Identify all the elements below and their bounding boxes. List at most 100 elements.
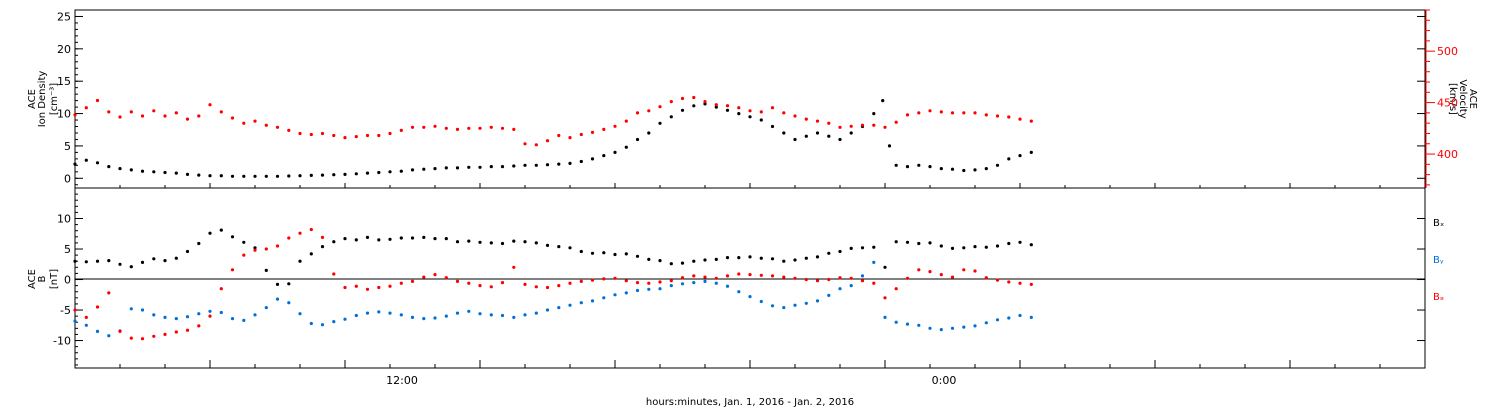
data-point <box>298 174 302 178</box>
data-point <box>422 125 426 129</box>
data-point <box>95 161 100 165</box>
data-point <box>962 325 966 329</box>
ticks-layer: 0 5 10 15 20 25 400 450 500 -10 -5 0 5 10 <box>53 9 1458 368</box>
data-point <box>703 258 707 262</box>
data-point <box>163 332 167 336</box>
data-point <box>793 303 797 307</box>
y-tick-label: 15 <box>57 75 71 88</box>
data-point <box>242 253 246 257</box>
data-point <box>320 245 325 249</box>
data-point <box>422 317 426 321</box>
data-point <box>73 162 77 166</box>
data-point <box>253 313 257 317</box>
data-point <box>287 128 291 132</box>
data-point <box>995 244 1000 248</box>
data-point <box>737 256 741 260</box>
data-point <box>624 291 628 295</box>
data-point <box>680 261 685 265</box>
data-point <box>1018 240 1022 244</box>
data-point <box>455 279 460 283</box>
data-point <box>815 131 820 135</box>
data-point <box>624 252 628 256</box>
data-point <box>332 173 336 177</box>
data-point <box>275 244 280 248</box>
data-point <box>613 276 617 280</box>
data-point <box>748 295 752 299</box>
data-point <box>174 111 178 115</box>
data-point <box>984 321 988 325</box>
data-point <box>568 136 572 140</box>
data-point <box>152 313 156 317</box>
data-point <box>444 276 448 280</box>
data-point <box>512 265 516 269</box>
data-point <box>939 273 943 277</box>
data-point <box>163 170 167 175</box>
data-point <box>365 235 370 239</box>
data-point <box>264 123 268 127</box>
data-point <box>770 106 775 110</box>
data-point <box>343 317 347 321</box>
data-point <box>917 323 921 327</box>
data-point <box>309 252 313 256</box>
data-point <box>1007 280 1011 284</box>
data-point <box>152 334 156 338</box>
data-point <box>939 167 943 171</box>
data-point <box>973 111 977 115</box>
data-point <box>467 165 471 169</box>
data-point <box>208 174 212 178</box>
data-point <box>737 290 741 294</box>
imf-ylabel-line2: B <box>37 275 48 282</box>
density-ylabel-line3: [cm⁻³] <box>49 83 60 115</box>
data-point <box>557 284 561 288</box>
data-point <box>95 329 100 333</box>
data-point <box>658 259 662 263</box>
data-point <box>590 278 595 282</box>
data-point <box>928 270 932 274</box>
data-point <box>950 275 955 279</box>
data-point <box>545 308 550 312</box>
data-point <box>793 114 797 118</box>
data-point <box>793 137 797 142</box>
data-point <box>602 277 606 281</box>
data-point <box>647 281 651 285</box>
data-point <box>422 167 426 171</box>
data-point <box>1029 243 1033 247</box>
data-point <box>883 296 887 300</box>
data-point <box>1007 157 1011 161</box>
data-point <box>512 164 516 168</box>
data-point <box>748 255 752 259</box>
data-point <box>534 285 538 289</box>
data-point <box>242 240 246 244</box>
y-tick-label: 20 <box>57 43 71 56</box>
data-point <box>590 251 595 255</box>
data-point <box>658 105 662 109</box>
data-point <box>230 235 235 239</box>
data-point <box>1007 115 1011 119</box>
data-point <box>455 240 460 244</box>
data-point <box>388 170 392 174</box>
data-point <box>827 277 831 282</box>
data-point <box>152 170 156 174</box>
data-point <box>962 111 966 115</box>
data-point <box>905 276 910 280</box>
density-panel-frame <box>74 9 1426 189</box>
data-point <box>455 166 460 170</box>
data-point <box>928 109 932 113</box>
data-point <box>939 110 943 114</box>
legend-bz: Bₔ <box>1433 292 1444 303</box>
data-point <box>489 241 493 245</box>
data-point <box>467 281 471 285</box>
velocity-ylabel-line2: Velocity <box>1457 79 1468 118</box>
data-point <box>950 111 955 115</box>
data-point <box>579 279 583 283</box>
data-point <box>860 279 865 283</box>
data-point <box>770 124 775 129</box>
data-point <box>714 257 718 261</box>
data-point <box>815 119 820 123</box>
data-point <box>230 116 235 120</box>
data-point <box>984 276 988 280</box>
data-point <box>568 281 572 285</box>
data-point <box>298 131 302 136</box>
